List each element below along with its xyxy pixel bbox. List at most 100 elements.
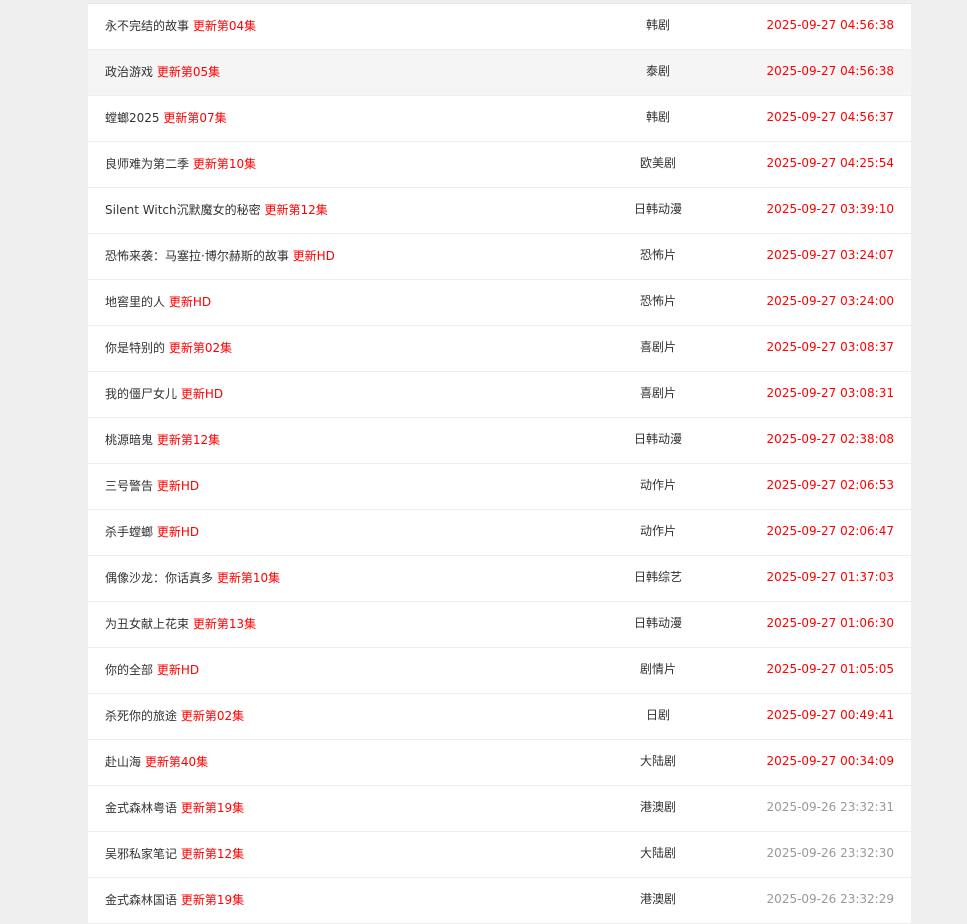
category-label[interactable]: 大陆剧: [639, 846, 676, 860]
category-label[interactable]: 日韩动漫: [633, 616, 682, 630]
update-time: 2025-09-27 03:24:00: [766, 294, 894, 308]
update-status: 更新第12集: [156, 433, 221, 447]
list-item[interactable]: 桃源暗鬼 更新第12集 日韩动漫 2025-09-27 02:38:08: [88, 418, 911, 464]
title-text: 为丑女献上花束: [105, 617, 190, 631]
list-item[interactable]: 三号警告 更新HD 动作片 2025-09-27 02:06:53: [88, 464, 911, 510]
list-item[interactable]: 你是特别的 更新第02集 喜剧片 2025-09-27 03:08:37: [88, 326, 911, 372]
list-item[interactable]: 螳螂2025 更新第07集 韩剧 2025-09-27 04:56:37: [88, 96, 911, 142]
title-link[interactable]: 永不完结的故事 更新第04集: [105, 4, 256, 49]
category-label[interactable]: 喜剧片: [639, 340, 676, 354]
list-item[interactable]: 金式森林国语 更新第19集 港澳剧 2025-09-26 23:32:29: [88, 878, 911, 924]
update-status: 更新第12集: [264, 203, 328, 217]
title-text: 地窖里的人: [105, 295, 166, 309]
title-link[interactable]: 为丑女献上花束 更新第13集: [105, 602, 256, 647]
update-time: 2025-09-27 01:37:03: [766, 570, 894, 584]
category-label[interactable]: 韩剧: [645, 18, 670, 32]
title-link[interactable]: 偶像沙龙：你话真多 更新第10集: [105, 556, 280, 601]
update-time: 2025-09-27 00:34:09: [766, 754, 894, 768]
title-link[interactable]: 你是特别的 更新第02集: [105, 326, 232, 371]
title-text: 三号警告: [105, 479, 154, 493]
update-time: 2025-09-27 04:56:37: [766, 110, 894, 124]
title-text: 永不完结的故事: [105, 19, 190, 33]
title-text: 吴邪私家笔记: [105, 847, 178, 861]
update-status: 更新第04集: [192, 19, 257, 33]
category-label[interactable]: 日韩动漫: [633, 432, 682, 446]
title-text: 政治游戏: [105, 65, 154, 79]
list-item[interactable]: 杀手螳螂 更新HD 动作片 2025-09-27 02:06:47: [88, 510, 911, 556]
update-status: 更新第12集: [180, 847, 245, 861]
category-label[interactable]: 日剧: [645, 708, 670, 722]
list-item[interactable]: 赴山海 更新第40集 大陆剧 2025-09-27 00:34:09: [88, 740, 911, 786]
update-status: 更新HD: [156, 663, 200, 677]
category-label[interactable]: 日韩综艺: [633, 570, 682, 584]
title-text: 良师难为第二季: [105, 157, 190, 171]
title-text: 恐怖来袭：马塞拉·博尔赫斯的故事: [105, 249, 289, 263]
update-status: 更新第07集: [163, 111, 227, 125]
title-text: 我的僵尸女儿: [105, 387, 178, 401]
list-item[interactable]: 你的全部 更新HD 剧情片 2025-09-27 01:05:05: [88, 648, 911, 694]
update-time: 2025-09-27 04:56:38: [766, 18, 894, 32]
title-link[interactable]: 杀死你的旅途 更新第02集: [105, 694, 244, 739]
list-item[interactable]: 为丑女献上花束 更新第13集 日韩动漫 2025-09-27 01:06:30: [88, 602, 911, 648]
category-label[interactable]: 欧美剧: [639, 156, 676, 170]
list-item[interactable]: 金式森林粤语 更新第19集 港澳剧 2025-09-26 23:32:31: [88, 786, 911, 832]
title-text: 偶像沙龙：你话真多: [105, 571, 214, 585]
update-status: 更新第02集: [168, 341, 233, 355]
title-link[interactable]: Silent Witch沉默魔女的秘密 更新第12集: [105, 188, 328, 233]
title-link[interactable]: 良师难为第二季 更新第10集: [105, 142, 256, 187]
category-label[interactable]: 动作片: [639, 478, 676, 492]
update-time: 2025-09-27 03:39:10: [766, 202, 894, 216]
title-link[interactable]: 金式森林国语 更新第19集: [105, 878, 244, 923]
update-status: 更新HD: [180, 387, 224, 401]
title-text: 金式森林国语: [105, 893, 178, 907]
list-item[interactable]: 良师难为第二季 更新第10集 欧美剧 2025-09-27 04:25:54: [88, 142, 911, 188]
update-status: 更新HD: [292, 249, 335, 263]
category-label[interactable]: 恐怖片: [639, 294, 676, 308]
category-label[interactable]: 港澳剧: [639, 892, 676, 906]
list-item[interactable]: 偶像沙龙：你话真多 更新第10集 日韩综艺 2025-09-27 01:37:03: [88, 556, 911, 602]
title-link[interactable]: 地窖里的人 更新HD: [105, 280, 211, 325]
update-time: 2025-09-26 23:32:30: [766, 846, 894, 860]
update-status: 更新第40集: [144, 755, 209, 769]
category-label[interactable]: 恐怖片: [639, 248, 676, 262]
list-item[interactable]: 政治游戏 更新第05集 泰剧 2025-09-27 04:56:38: [88, 50, 911, 96]
title-link[interactable]: 恐怖来袭：马塞拉·博尔赫斯的故事 更新HD: [105, 234, 335, 279]
category-label[interactable]: 剧情片: [639, 662, 676, 676]
list-item[interactable]: 地窖里的人 更新HD 恐怖片 2025-09-27 03:24:00: [88, 280, 911, 326]
title-link[interactable]: 你的全部 更新HD: [105, 648, 199, 693]
category-label[interactable]: 港澳剧: [639, 800, 676, 814]
title-text: 杀手螳螂: [105, 525, 154, 539]
update-time: 2025-09-27 01:05:05: [766, 662, 894, 676]
category-label[interactable]: 喜剧片: [639, 386, 676, 400]
title-link[interactable]: 我的僵尸女儿 更新HD: [105, 372, 223, 417]
list-item[interactable]: 吴邪私家笔记 更新第12集 大陆剧 2025-09-26 23:32:30: [88, 832, 911, 878]
update-status: 更新第19集: [180, 893, 245, 907]
title-link[interactable]: 吴邪私家笔记 更新第12集: [105, 832, 244, 877]
list-item[interactable]: 永不完结的故事 更新第04集 韩剧 2025-09-27 04:56:38: [88, 4, 911, 50]
list-item[interactable]: Silent Witch沉默魔女的秘密 更新第12集 日韩动漫 2025-09-27…: [88, 188, 911, 234]
update-status: 更新第10集: [216, 571, 281, 585]
list-item[interactable]: 杀死你的旅途 更新第02集 日剧 2025-09-27 00:49:41: [88, 694, 911, 740]
update-time: 2025-09-27 03:08:37: [766, 340, 894, 354]
title-link[interactable]: 三号警告 更新HD: [105, 464, 199, 509]
update-status: 更新第10集: [192, 157, 257, 171]
update-status: 更新HD: [156, 479, 200, 493]
category-label[interactable]: 韩剧: [645, 110, 670, 124]
list-item[interactable]: 我的僵尸女儿 更新HD 喜剧片 2025-09-27 03:08:31: [88, 372, 911, 418]
title-link[interactable]: 桃源暗鬼 更新第12集: [105, 418, 220, 463]
category-label[interactable]: 泰剧: [645, 64, 670, 78]
category-label[interactable]: 动作片: [639, 524, 676, 538]
list-item[interactable]: 恐怖来袭：马塞拉·博尔赫斯的故事 更新HD 恐怖片 2025-09-27 03:24…: [88, 234, 911, 280]
update-status: 更新HD: [156, 525, 200, 539]
category-label[interactable]: 日韩动漫: [633, 202, 682, 216]
update-time: 2025-09-27 02:06:53: [766, 478, 894, 492]
title-text: 你是特别的: [105, 341, 166, 355]
category-label[interactable]: 大陆剧: [639, 754, 676, 768]
title-link[interactable]: 赴山海 更新第40集: [105, 740, 208, 785]
title-link[interactable]: 金式森林粤语 更新第19集: [105, 786, 244, 831]
title-text: 你的全部: [105, 663, 154, 677]
update-time: 2025-09-27 03:24:07: [766, 248, 894, 262]
title-link[interactable]: 杀手螳螂 更新HD: [105, 510, 199, 555]
title-link[interactable]: 政治游戏 更新第05集: [105, 50, 220, 95]
title-link[interactable]: 螳螂2025 更新第07集: [105, 96, 227, 141]
